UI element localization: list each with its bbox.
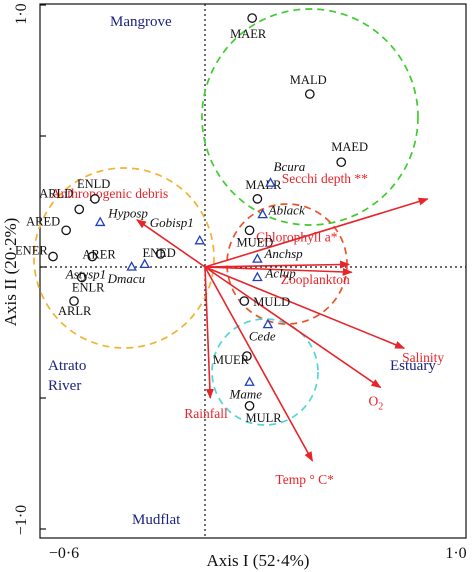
site-label-mald: MALD [290,73,327,87]
species-label-astysp1: Astysp1 [65,266,106,281]
site-point-arld [74,204,85,215]
vector-label-chlorophyll-a: Chlorophyll a* [256,229,338,244]
vector-arrow-temp-c [204,266,314,462]
site-point-maer [247,13,258,23]
vector-arrow-chlorophyll-a [204,260,351,269]
site-point-ared [61,225,71,236]
site-label-enlr: ENLR [72,280,105,294]
vector-label-secchi-depth: Secchi depth ** [282,171,368,186]
site-point-enld [90,194,100,204]
species-label-aclup: Aclup [264,265,296,280]
mangrove-circle [201,8,419,226]
site-label-enld: ENLD [77,177,110,191]
mudflat-circle [211,318,319,426]
vector-label-temp-c: Temp ° C* [275,472,334,487]
vector-arrow-anthropogenic-debris [136,219,206,268]
region-label-estuary: Estuary [390,358,436,374]
site-label-ened: ENED [142,246,175,260]
site-label-muld: MULD [253,295,290,309]
site-label-arld: ARLD [39,186,73,200]
site-point-mald [304,89,315,99]
site-point-ened [155,249,166,259]
species-label-dmacu: Dmacu [107,271,146,286]
x-tick-right: 1·0 [445,545,466,562]
site-label-mued: MUED [237,235,274,249]
species-label-bcura: Bcura [274,159,306,174]
species-point-ablack [257,208,268,219]
y-axis-ticks [40,4,46,530]
y-axis-title: Axis II (20·2%) [1,218,20,327]
species-label-mame: Mame [229,386,263,401]
sites-layer: MAER MALD MAED MALR MUED ENLD ARLD ARED ENER ARER… [15,13,368,425]
plot-frame [39,3,467,539]
site-point-malr [252,194,263,204]
species-label-ablack: Ablack [268,203,305,218]
species-label-anchsp: Anchsp [263,246,303,261]
site-label-arer: ARER [82,248,116,262]
vector-label-anthropogenic-debris: Anthropogenic debris [51,186,168,201]
vector-label-rainfall: Rainfall [184,406,228,421]
site-point-mued [244,225,255,236]
site-label-ener: ENER [15,244,48,258]
site-label-maed: MAED [331,140,368,154]
vector-label-salinity: Salinity [402,350,444,365]
species-point-dmacu [126,261,137,271]
region-label-mangrove: Mangrove [110,14,172,30]
site-point-muer [242,351,252,361]
site-point-muld [239,296,250,306]
vector-label-o2: O2 [369,394,384,413]
region-label-mudflat: Mudflat [132,512,181,528]
x-tick-left: −0·6 [49,545,79,562]
species-point-gobisp1 [194,234,206,245]
site-point-ener [48,251,58,262]
site-point-enlr [77,272,87,283]
site-point-arlr [69,296,79,306]
species-point-astysp1 [139,258,151,269]
species-point-aclup [252,271,263,282]
site-label-malr: MALR [245,178,282,192]
site-label-muer: MUER [213,353,250,367]
vector-arrow-secchi-depth [204,197,429,268]
species-point-bcura [265,177,276,187]
atrato-river-circle [33,167,215,349]
species-point-mame [244,376,255,386]
species-label-cede: Cede [249,329,276,344]
site-label-arlr: ARLR [58,304,92,318]
site-point-mulr [244,401,255,411]
region-label-atrato: Atrato [48,358,86,374]
vector-arrow-rainfall [204,266,214,399]
vectors-layer: Secchi depth ** Anthropogenic debris Chlor… [51,171,444,487]
species-point-anchsp [252,253,263,263]
y-tick-top: 1·0 [13,3,30,24]
species-point-cede [262,318,274,329]
x-axis-title: Axis I (52·4%) [207,551,310,570]
species-label-gobisp1: Gobisp1 [150,215,194,230]
species-point-hyposp [94,216,106,227]
vector-arrow-o2 [204,266,382,389]
site-label-mulr: MULR [246,411,283,425]
species-label-hyposp: Hyposp [107,205,148,220]
vector-arrow-salinity [204,266,406,349]
y-tick-bottom: −1·0 [13,505,30,535]
site-label-ared: ARED [26,214,60,228]
site-point-arer [87,251,98,262]
site-point-maed [336,157,347,168]
site-label-maer: MAER [230,27,267,41]
region-label-river: River [48,378,81,394]
vector-label-zooplankton: Zooplankton [281,272,350,287]
vector-arrow-zooplankton [204,266,353,276]
species-layer: Bcura Hyposp Ablack Gobisp1 Anchsp Astysp1 Dma… [65,159,306,401]
